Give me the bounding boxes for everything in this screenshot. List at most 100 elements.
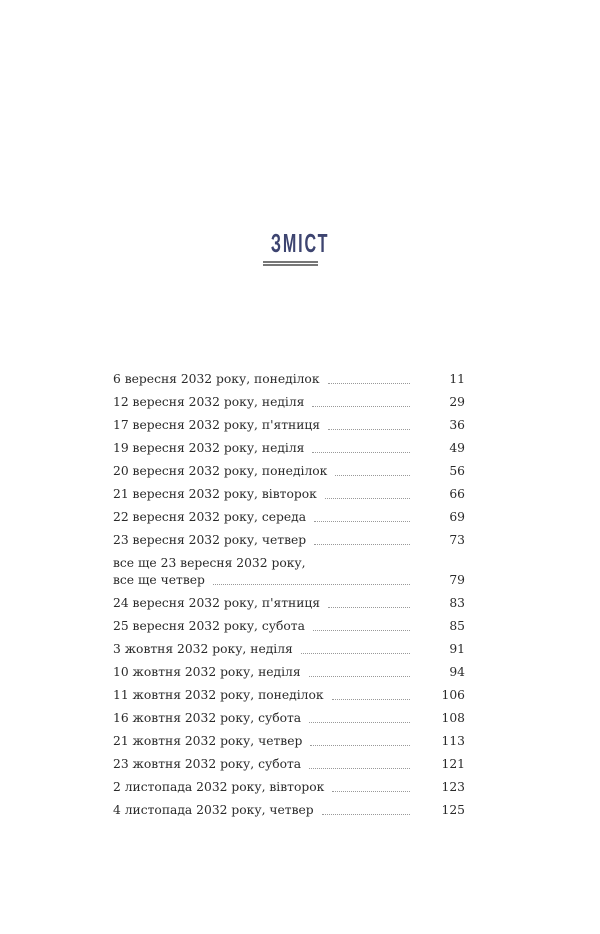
toc-entry-title-wrap: 11 жовтня 2032 року, понеділок	[113, 684, 410, 707]
table-of-contents: 6 вересня 2032 року, понеділок 11 12 верес…	[113, 368, 465, 822]
dot-leader	[312, 452, 410, 453]
toc-entry-page-number: 66	[449, 487, 465, 501]
toc-entry-title-wrap: 21 вересня 2032 року, вівторок	[113, 483, 410, 506]
toc-entry-page-number: 83	[449, 596, 465, 610]
dot-leader	[327, 383, 410, 384]
dot-leader	[300, 653, 410, 654]
toc-entry-label: 6 вересня 2032 року, понеділок	[113, 372, 320, 386]
dot-leader	[332, 791, 410, 792]
toc-entry[interactable]: 17 вересня 2032 року, п'ятниця 36	[113, 414, 465, 437]
toc-entry-page-number: 73	[449, 533, 465, 547]
dot-leader	[310, 745, 410, 746]
toc-entry-title-wrap: 12 вересня 2032 року, неділя	[113, 391, 410, 414]
dot-leader	[328, 607, 410, 608]
dot-leader	[328, 429, 410, 430]
toc-entry[interactable]: 25 вересня 2032 року, субота 85	[113, 615, 465, 638]
toc-entry-page-number: 94	[449, 665, 465, 679]
toc-entry[interactable]: 20 вересня 2032 року, понеділок 56	[113, 460, 465, 483]
toc-entry-title-wrap: 16 жовтня 2032 року, субота	[113, 707, 410, 730]
title-double-underline	[263, 261, 318, 263]
dot-leader	[212, 584, 410, 585]
toc-entry-title-wrap: 22 вересня 2032 року, середа	[113, 506, 410, 529]
toc-entry[interactable]: 6 вересня 2032 року, понеділок 11	[113, 368, 465, 391]
toc-entry-title-wrap: 20 вересня 2032 року, понеділок	[113, 460, 410, 483]
dot-leader	[308, 676, 410, 677]
toc-entry-title-wrap: 2 листопада 2032 року, вівторок	[113, 776, 410, 799]
toc-entry[interactable]: 16 жовтня 2032 року, субота 108	[113, 707, 465, 730]
toc-entry-label: 21 вересня 2032 року, вівторок	[113, 487, 317, 501]
page-title: ЗМІСТ	[0, 228, 600, 259]
toc-entry-page-number: 123	[441, 780, 465, 794]
toc-entry-title-wrap: 17 вересня 2032 року, п'ятниця	[113, 414, 410, 437]
toc-entry[interactable]: 24 вересня 2032 року, п'ятниця 83	[113, 592, 465, 615]
toc-entry-title-wrap: 21 жовтня 2032 року, четвер	[113, 730, 410, 753]
toc-entry-page-number: 11	[449, 372, 465, 386]
toc-entry-title-wrap: 24 вересня 2032 року, п'ятниця	[113, 592, 410, 615]
toc-entry-title-wrap: 4 листопада 2032 року, четвер	[113, 799, 410, 822]
toc-entry-label: 11 жовтня 2032 року, понеділок	[113, 688, 324, 702]
toc-entry[interactable]: 23 вересня 2032 року, четвер 73	[113, 529, 465, 552]
toc-entry-page-number: 79	[449, 573, 465, 587]
toc-entry-page-number: 69	[449, 510, 465, 524]
toc-entry-label: 17 вересня 2032 року, п'ятниця	[113, 418, 321, 432]
dot-leader	[321, 814, 410, 815]
dot-leader	[314, 521, 410, 522]
dot-leader	[331, 699, 410, 700]
toc-entry-label: 21 жовтня 2032 року, четвер	[113, 734, 303, 748]
toc-entry-page-number: 121	[441, 757, 465, 771]
toc-entry-title-wrap: 6 вересня 2032 року, понеділок	[113, 368, 410, 391]
toc-entry[interactable]: 23 жовтня 2032 року, субота 121	[113, 753, 465, 776]
toc-entry-label: 20 вересня 2032 року, понеділок	[113, 464, 328, 478]
toc-entry-label: 3 жовтня 2032 року, неділя	[113, 642, 293, 656]
toc-entry-title-wrap: все ще 23 вересня 2032 року, все ще четве…	[113, 555, 410, 589]
dot-leader	[312, 630, 410, 631]
toc-entry-label: 2 листопада 2032 року, вівторок	[113, 780, 325, 794]
toc-entry-title-wrap: 10 жовтня 2032 року, неділя	[113, 661, 410, 684]
toc-entry-label: 23 вересня 2032 року, четвер	[113, 533, 307, 547]
toc-entry-title-wrap: 25 вересня 2032 року, субота	[113, 615, 410, 638]
toc-entry-label: 23 жовтня 2032 року, субота	[113, 757, 302, 771]
toc-entry-label: 10 жовтня 2032 року, неділя	[113, 665, 301, 679]
toc-entry-page-number: 56	[449, 464, 465, 478]
toc-entry[interactable]: 21 жовтня 2032 року, четвер 113	[113, 730, 465, 753]
toc-entry-page-number: 108	[441, 711, 465, 725]
toc-entry-title-wrap: 23 жовтня 2032 року, субота	[113, 753, 410, 776]
toc-entry[interactable]: 2 листопада 2032 року, вівторок 123	[113, 776, 465, 799]
dot-leader	[312, 406, 410, 407]
toc-entry-label: 25 вересня 2032 року, субота	[113, 619, 305, 633]
toc-entry-page-number: 29	[449, 395, 465, 409]
toc-entry-label: 16 жовтня 2032 року, субота	[113, 711, 302, 725]
toc-entry[interactable]: 3 жовтня 2032 року, неділя 91	[113, 638, 465, 661]
toc-entry[interactable]: 19 вересня 2032 року, неділя 49	[113, 437, 465, 460]
toc-entry[interactable]: 21 вересня 2032 року, вівторок 66	[113, 483, 465, 506]
toc-entry[interactable]: 4 листопада 2032 року, четвер 125	[113, 799, 465, 822]
toc-entry-label: 19 вересня 2032 року, неділя	[113, 441, 305, 455]
toc-entry-page-number: 125	[441, 803, 465, 817]
toc-entry-page-number: 106	[441, 688, 465, 702]
toc-entry-title-wrap: 23 вересня 2032 року, четвер	[113, 529, 410, 552]
toc-entry-label-line2: все ще четвер	[113, 573, 205, 587]
toc-entry-page-number: 36	[449, 418, 465, 432]
toc-entry-label: 24 вересня 2032 року, п'ятниця	[113, 596, 321, 610]
toc-entry-title-wrap: 19 вересня 2032 року, неділя	[113, 437, 410, 460]
title-text: ЗМІСТ	[270, 228, 330, 258]
toc-entry[interactable]: 22 вересня 2032 року, середа 69	[113, 506, 465, 529]
dot-leader	[314, 544, 410, 545]
dot-leader	[335, 475, 410, 476]
dot-leader	[309, 768, 410, 769]
toc-entry-title-wrap: 3 жовтня 2032 року, неділя	[113, 638, 410, 661]
toc-entry-page-number: 49	[449, 441, 465, 455]
dot-leader	[309, 722, 410, 723]
dot-leader	[324, 498, 410, 499]
toc-entry-label: 4 листопада 2032 року, четвер	[113, 803, 314, 817]
toc-entry-page-number: 85	[449, 619, 465, 633]
toc-entry[interactable]: 10 жовтня 2032 року, неділя 94	[113, 661, 465, 684]
toc-entry[interactable]: 11 жовтня 2032 року, понеділок 106	[113, 684, 465, 707]
toc-entry-page-number: 91	[449, 642, 465, 656]
toc-entry[interactable]: 12 вересня 2032 року, неділя 29	[113, 391, 465, 414]
toc-entry-label: все ще 23 вересня 2032 року,	[113, 556, 306, 570]
toc-entry-page-number: 113	[441, 734, 465, 748]
toc-entry-label: 12 вересня 2032 року, неділя	[113, 395, 305, 409]
toc-entry-label: 22 вересня 2032 року, середа	[113, 510, 307, 524]
toc-entry[interactable]: все ще 23 вересня 2032 року, все ще четве…	[113, 552, 465, 592]
